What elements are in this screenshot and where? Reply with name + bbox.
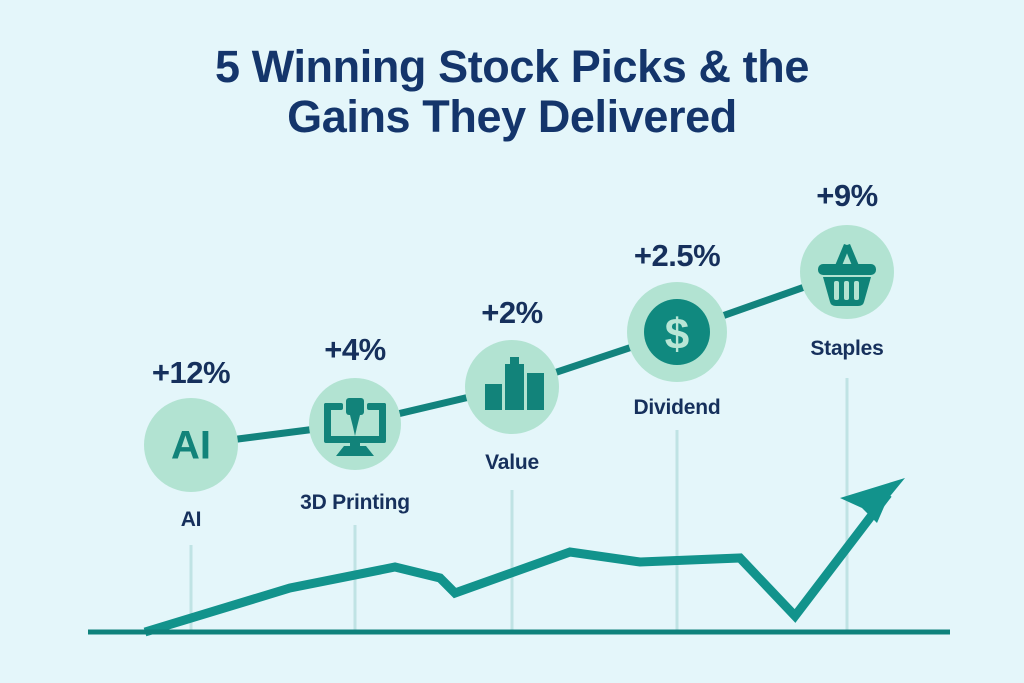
dollar-sign-glyph: $ — [665, 310, 689, 359]
printer-3d-icon — [324, 398, 386, 456]
bar-chart-icon — [485, 357, 544, 410]
node-dividend[interactable]: $ — [627, 282, 727, 382]
value-label-ai: +12% — [151, 355, 231, 390]
page-title: 5 Winning Stock Picks & the Gains They D… — [0, 41, 1024, 143]
value-label-3d-printing: +4% — [324, 332, 386, 367]
node-ai-circle — [144, 398, 238, 492]
value-label-dividend: +2.5% — [633, 238, 721, 273]
value-label-staples: +9% — [816, 178, 878, 213]
title-line-1: 5 Winning Stock Picks & the — [215, 41, 809, 92]
category-label-value: Value — [485, 451, 539, 474]
value-label-value: +2% — [481, 295, 543, 330]
category-label-3d-printing: 3D Printing — [300, 491, 410, 514]
node-3d-printing[interactable] — [309, 378, 401, 470]
shopping-basket-icon — [818, 244, 876, 306]
category-label-ai: AI — [180, 508, 202, 531]
node-ai[interactable] — [144, 398, 238, 492]
node-value[interactable] — [465, 340, 559, 434]
background-trend-line — [143, 478, 905, 637]
dollar-coin-icon — [644, 299, 710, 365]
category-label-staples: Staples — [810, 337, 884, 360]
node-staples[interactable] — [800, 225, 894, 319]
ai-text-icon: AI — [171, 423, 211, 468]
category-label-dividend: Dividend — [633, 396, 721, 419]
trend-arrowhead — [840, 478, 905, 523]
gridlines — [189, 378, 849, 632]
title-line-2: Gains They Delivered — [287, 91, 737, 143]
